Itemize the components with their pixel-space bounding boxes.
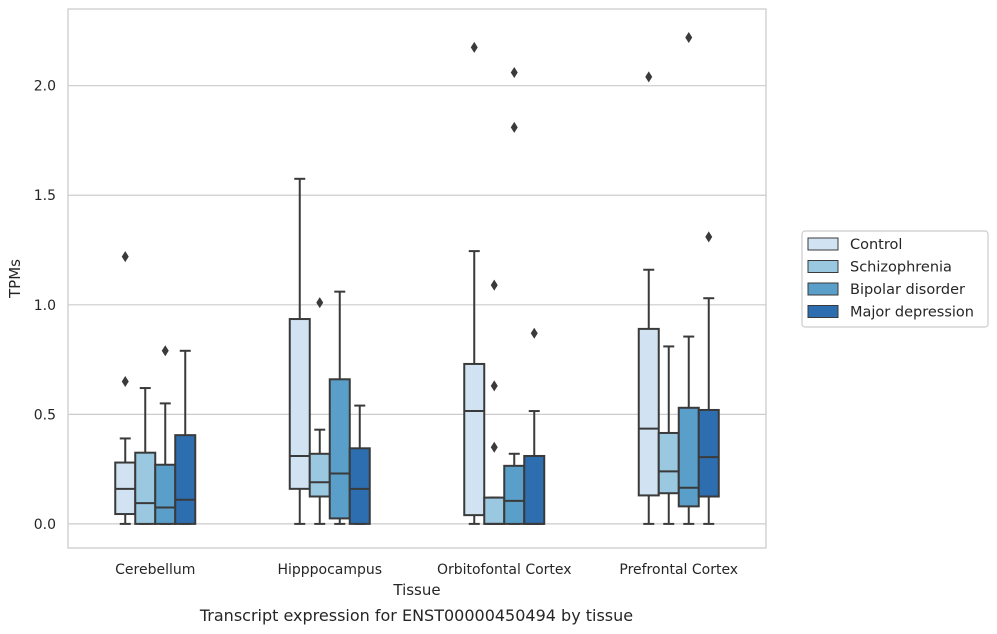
y-tick-label: 1.0: [34, 298, 56, 314]
y-tick-label: 2.0: [34, 79, 56, 95]
box-control: [114, 251, 137, 525]
box-body: [154, 463, 177, 525]
y-tick-label: 0.5: [34, 407, 56, 423]
y-tick-label: 0.0: [34, 517, 56, 533]
box-body: [348, 447, 371, 525]
box-body: [308, 452, 331, 498]
box-body: [134, 451, 157, 525]
legend-swatch: [807, 305, 839, 318]
box-major-depression: [523, 327, 546, 525]
legend-frame: [801, 230, 989, 328]
y-axis-label: TPMs: [6, 259, 24, 299]
box-bipolar-disorder: [677, 31, 700, 525]
outlier-point: [685, 31, 693, 43]
box-major-depression: [348, 404, 371, 525]
box-schizophrenia: [134, 387, 157, 525]
y-tick-label: 1.5: [34, 188, 56, 204]
outlier-point: [121, 251, 129, 263]
x-axis-ticks: Cerebellum Hipppocampus Orbitofontal Corte…: [115, 562, 738, 578]
box-bipolar-disorder: [328, 290, 351, 525]
outlier-point: [510, 67, 518, 79]
legend: Control Schizophrenia Bipolar disorder Majo…: [801, 230, 989, 328]
outlier-point: [530, 327, 538, 339]
legend-swatch: [807, 260, 839, 273]
box-schizophrenia: [657, 345, 680, 525]
legend-label: Schizophrenia: [850, 260, 952, 276]
box-control: [463, 41, 486, 525]
plot-area-frame: [67, 8, 767, 549]
box-body: [483, 496, 506, 525]
box-major-depression: [174, 349, 197, 525]
legend-swatch: [807, 237, 839, 251]
box-major-depression: [697, 231, 720, 525]
y-axis-ticks: 0.0 0.5 1.0 1.5 2.0: [34, 79, 56, 533]
box-body: [657, 431, 680, 495]
box-body: [288, 318, 311, 490]
box-bipolar-disorder: [154, 345, 177, 525]
box-schizophrenia: [308, 297, 331, 525]
boxes: [114, 31, 720, 525]
legend-label: Control: [850, 237, 902, 253]
outlier-point: [510, 121, 518, 133]
box-control: [637, 71, 660, 525]
outlier-point: [705, 231, 713, 243]
box-body: [328, 378, 351, 520]
outlier-point: [490, 279, 498, 291]
box-control: [288, 177, 311, 525]
figure-caption: Transcript expression for ENST0000045049…: [199, 606, 634, 625]
outlier-point: [645, 71, 653, 83]
legend-swatch: [807, 282, 839, 296]
outlier-point: [161, 345, 169, 357]
box-body: [697, 408, 720, 498]
box-body: [503, 464, 526, 525]
outlier-point: [490, 380, 498, 392]
outlier-point: [316, 297, 324, 309]
box-bipolar-disorder: [503, 67, 526, 525]
legend-label: Major depression: [850, 305, 974, 321]
x-tick-label: Cerebellum: [115, 562, 195, 578]
box-body: [523, 454, 546, 525]
x-axis-label: Tissue: [392, 581, 440, 599]
x-tick-label: Hipppocampus: [277, 562, 382, 578]
legend-label: Bipolar disorder: [850, 282, 965, 298]
outlier-point: [121, 375, 129, 387]
box-body: [174, 434, 197, 525]
outlier-point: [470, 41, 478, 53]
box-body: [677, 406, 700, 508]
x-tick-label: Prefrontal Cortex: [619, 562, 738, 578]
box-schizophrenia: [483, 279, 506, 525]
outlier-point: [490, 441, 498, 453]
box-body: [463, 362, 486, 517]
box-body: [637, 327, 660, 497]
x-tick-label: Orbitofontal Cortex: [437, 562, 572, 578]
